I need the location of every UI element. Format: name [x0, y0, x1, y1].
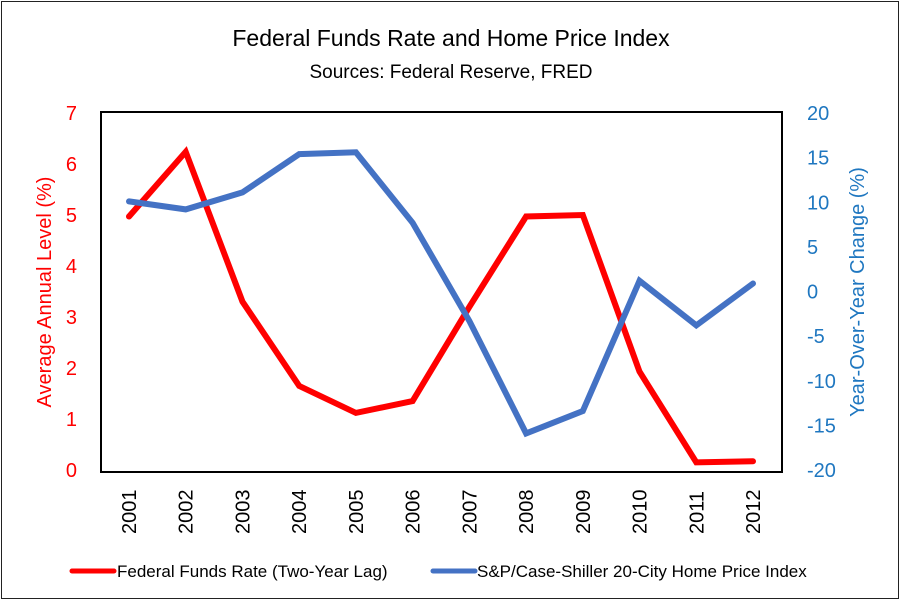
right-tick-label: 0 [807, 282, 818, 304]
right-tick-label: 20 [807, 103, 829, 125]
left-tick-label: 2 [66, 358, 77, 380]
x-tick-label: 2009 [573, 490, 595, 535]
left-tick-label: 0 [66, 460, 77, 482]
plot-area [100, 111, 783, 473]
right-axis-ticks: -20 -15 -10 -5 0 5 10 15 20 [807, 103, 836, 482]
series-line-fed-funds [126, 146, 756, 466]
right-tick-label: -5 [807, 326, 825, 348]
x-tick-label: 2007 [459, 490, 481, 535]
left-tick-label: 6 [66, 154, 77, 176]
x-tick-label: 2010 [630, 490, 652, 535]
x-tick-label: 2012 [743, 490, 765, 535]
legend-item-case-shiller[interactable]: S&P/Case-Shiller 20-City Home Price Inde… [430, 562, 807, 581]
right-tick-label: -10 [807, 371, 836, 393]
x-tick-label: 2004 [289, 490, 311, 535]
left-tick-label: 7 [66, 103, 77, 125]
x-tick-label: 2003 [232, 490, 254, 535]
right-axis-label: Year-Over-Year Change (%) [847, 167, 869, 417]
x-tick-label: 2005 [346, 490, 368, 535]
right-tick-label: 5 [807, 237, 818, 259]
x-tick-label: 2006 [403, 490, 425, 535]
chart-subtitle: Sources: Federal Reserve, FRED [310, 62, 593, 83]
legend-label-case-shiller: S&P/Case-Shiller 20-City Home Price Inde… [477, 562, 807, 581]
x-tick-label: 2008 [516, 490, 538, 535]
left-tick-label: 3 [66, 307, 77, 329]
left-axis-ticks: 0 1 2 3 4 5 6 7 [66, 103, 77, 482]
series-line-case-shiller [126, 149, 756, 438]
x-tick-label: 2011 [686, 491, 708, 534]
left-tick-label: 1 [66, 409, 77, 431]
x-tick-label: 2002 [176, 490, 198, 535]
right-tick-label: -15 [807, 415, 836, 437]
right-tick-label: 10 [807, 192, 829, 214]
chart-title: Federal Funds Rate and Home Price Index [232, 25, 670, 51]
left-tick-label: 5 [66, 205, 77, 227]
right-tick-label: -20 [807, 460, 836, 482]
legend-label-fed-funds: Federal Funds Rate (Two-Year Lag) [117, 562, 388, 581]
series-layer [126, 146, 756, 466]
legend-item-fed-funds[interactable]: Federal Funds Rate (Two-Year Lag) [69, 562, 388, 581]
left-axis-label: Average Annual Level (%) [34, 177, 56, 408]
legend: Federal Funds Rate (Two-Year Lag) S&P/Ca… [69, 562, 807, 581]
right-tick-label: 15 [807, 148, 829, 170]
x-axis-ticks: 2001 2002 2003 2004 2005 2006 2007 2008 2009 2010… [119, 490, 765, 535]
left-tick-label: 4 [66, 256, 77, 278]
x-tick-label: 2001 [119, 490, 141, 535]
